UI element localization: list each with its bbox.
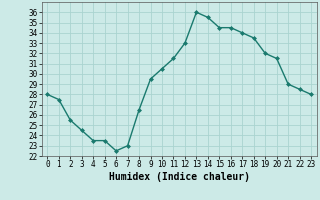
X-axis label: Humidex (Indice chaleur): Humidex (Indice chaleur) — [109, 172, 250, 182]
